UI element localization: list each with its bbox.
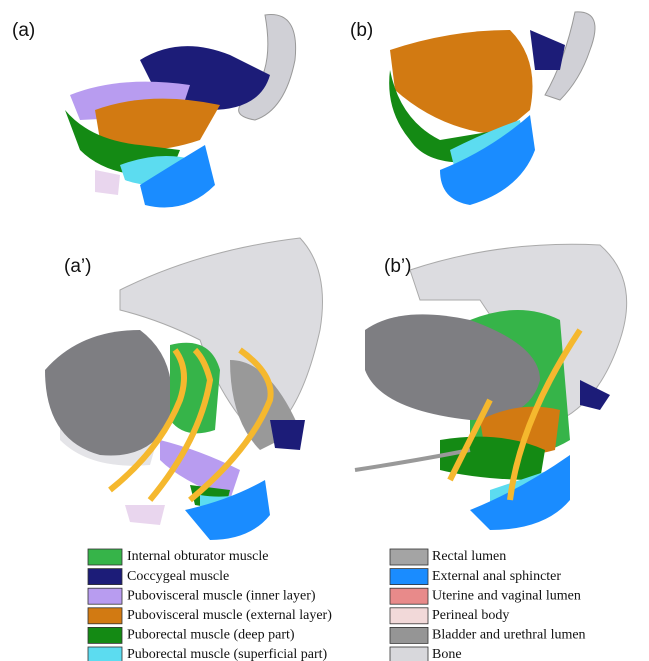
page: {"panels": {"a": "(a)", "b": "(b)", "a_p…: [0, 0, 649, 661]
panel-label: (b’): [384, 256, 411, 277]
legend-label: Pubovisceral muscle (inner layer): [127, 588, 316, 603]
legend-swatch: [390, 608, 428, 624]
legend-swatch: [88, 549, 122, 565]
render-a: [65, 15, 296, 208]
legend-swatch: [88, 569, 122, 585]
legend-label: Puborectal muscle (superficial part): [127, 647, 328, 661]
render-b: [389, 12, 595, 205]
legend-label: Perineal body: [432, 608, 509, 623]
legend-swatch: [390, 588, 428, 604]
legend-label: Internal obturator muscle: [127, 549, 269, 564]
legend-label: Coccygeal muscle: [127, 569, 229, 584]
legend-label: Puborectal muscle (deep part): [127, 628, 295, 643]
legend-swatch: [88, 608, 122, 624]
legend-swatch: [390, 647, 428, 661]
legend: Internal obturator muscle Coccygeal muscl…: [88, 549, 586, 661]
panel-label: (b): [350, 20, 373, 41]
panel-label: (a’): [64, 256, 91, 277]
legend-swatch: [88, 647, 122, 661]
legend-label: Rectal lumen: [432, 549, 506, 564]
legend-label: External anal sphincter: [432, 569, 561, 584]
legend-swatch: [390, 569, 428, 585]
figure: (a) (b) (a’): [0, 0, 649, 661]
render-b-prime: [355, 244, 627, 530]
render-a-prime: [45, 238, 323, 540]
legend-swatch: [390, 627, 428, 643]
legend-label: Bone: [432, 647, 462, 661]
legend-swatch: [390, 549, 428, 565]
legend-swatch: [88, 588, 122, 604]
legend-swatch: [88, 627, 122, 643]
legend-label: Uterine and vaginal lumen: [432, 588, 581, 603]
panel-label: (a): [12, 20, 35, 41]
legend-label: Bladder and urethral lumen: [432, 628, 586, 643]
legend-label: Pubovisceral muscle (external layer): [127, 608, 332, 623]
